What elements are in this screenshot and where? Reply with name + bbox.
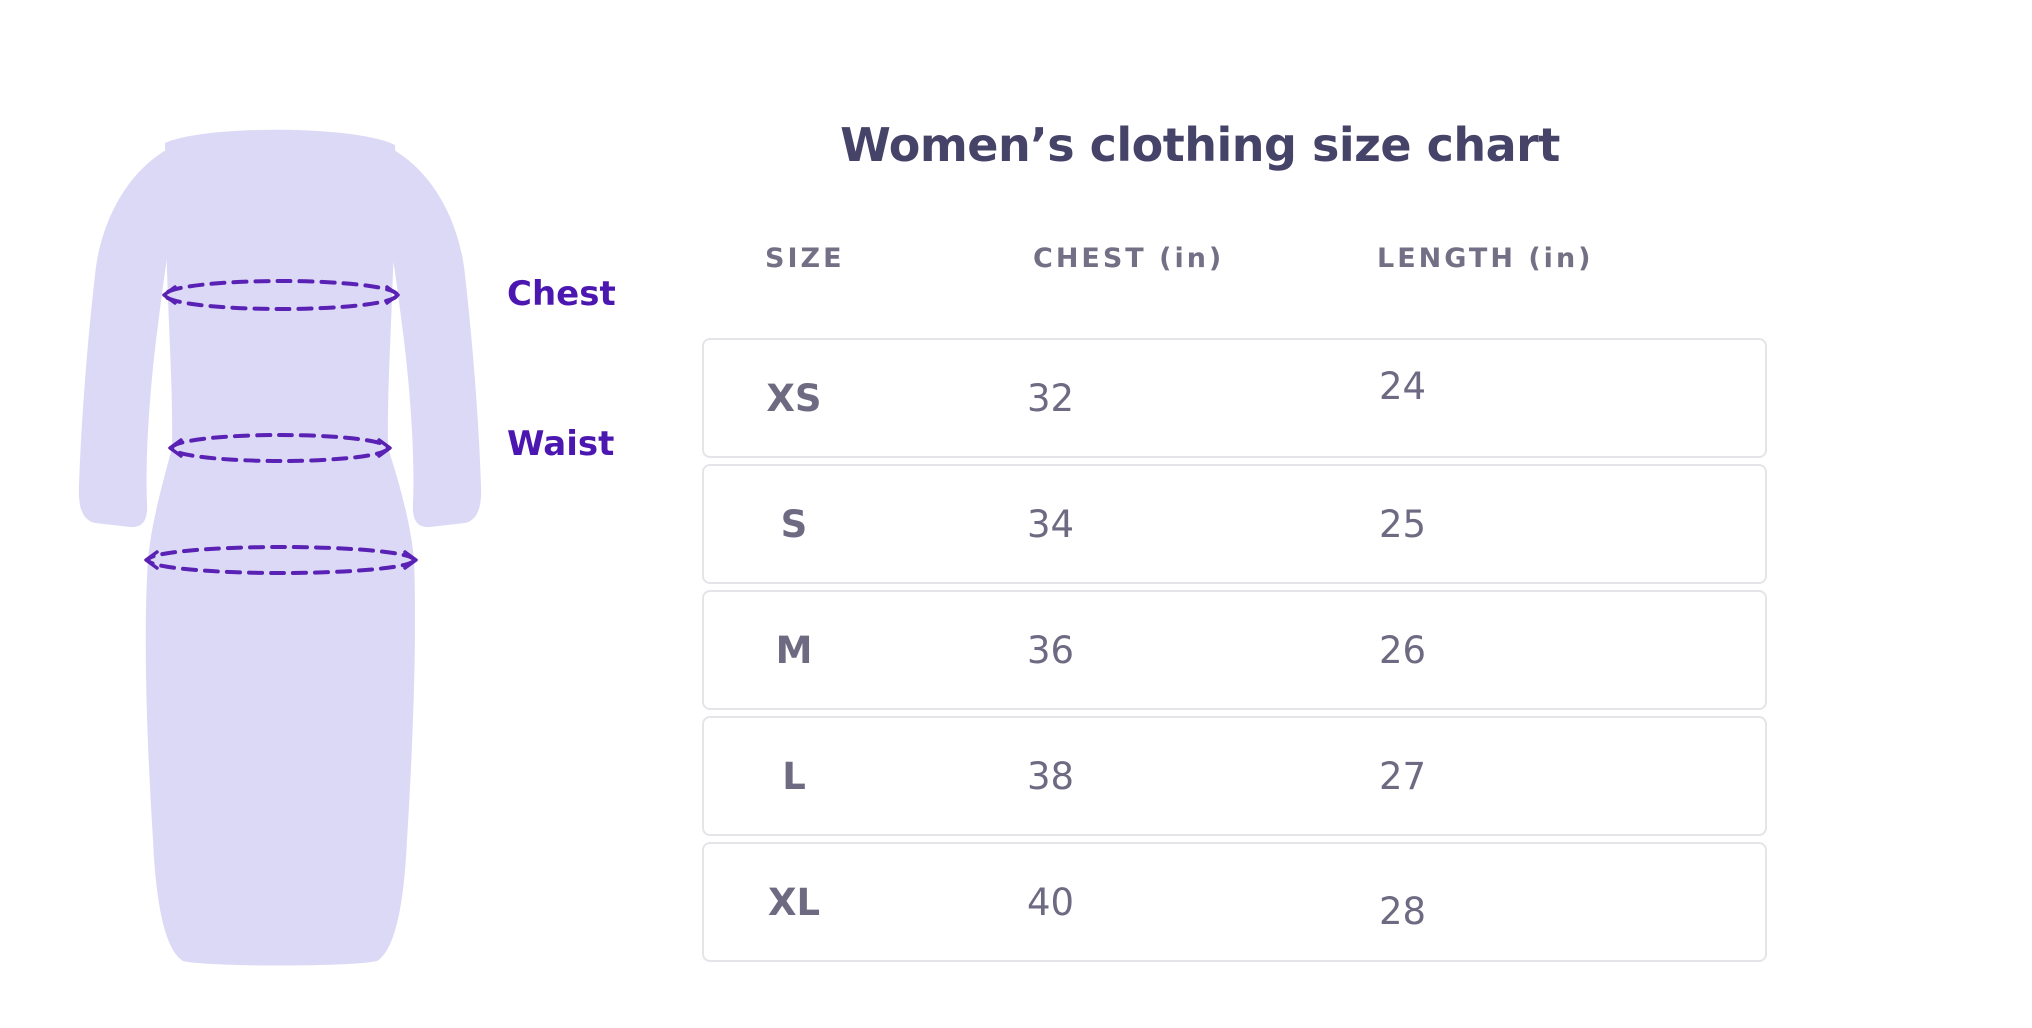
column-header-length: LENGTH (in) — [1377, 243, 1594, 274]
length-cell: 28 — [1379, 889, 1427, 933]
dress-right-sleeve — [385, 145, 482, 528]
table-row-xl: XL 40 28 — [702, 842, 1767, 962]
size-cell: XS — [766, 376, 822, 420]
size-table: XS 32 24 S 34 25 M 36 26 L 38 27 XL 40 2… — [702, 338, 1767, 968]
dress-left-sleeve — [78, 145, 175, 528]
size-cell: M — [775, 628, 813, 672]
waist-label: Waist — [507, 424, 615, 464]
chest-cell: 38 — [1027, 754, 1075, 798]
chest-cell: 36 — [1027, 628, 1075, 672]
chest-cell: 32 — [1027, 376, 1075, 420]
table-row-m: M 36 26 — [702, 590, 1767, 710]
page-title: Women’s clothing size chart — [840, 118, 1560, 172]
column-header-chest: CHEST (in) — [1033, 243, 1225, 274]
length-cell: 25 — [1379, 502, 1427, 546]
length-cell: 26 — [1379, 628, 1427, 672]
column-header-size: SIZE — [765, 243, 845, 274]
chest-label: Chest — [507, 274, 616, 314]
chest-cell: 40 — [1027, 880, 1075, 924]
waist-arrow-left — [168, 438, 183, 458]
table-row-s: S 34 25 — [702, 464, 1767, 584]
chest-arrow-left — [162, 285, 177, 305]
table-row-xs: XS 32 24 — [702, 338, 1767, 458]
waist-arrow-right — [377, 438, 392, 458]
table-row-l: L 38 27 — [702, 716, 1767, 836]
chest-arrow-right — [385, 285, 400, 305]
length-cell: 27 — [1379, 754, 1427, 798]
size-cell: S — [780, 502, 808, 546]
hip-arrow-right — [403, 550, 418, 570]
length-cell: 24 — [1379, 364, 1427, 408]
size-cell: L — [782, 754, 806, 798]
hip-arrow-left — [144, 550, 159, 570]
dress-illustration — [78, 129, 482, 966]
chest-cell: 34 — [1027, 502, 1075, 546]
size-cell: XL — [767, 880, 821, 924]
